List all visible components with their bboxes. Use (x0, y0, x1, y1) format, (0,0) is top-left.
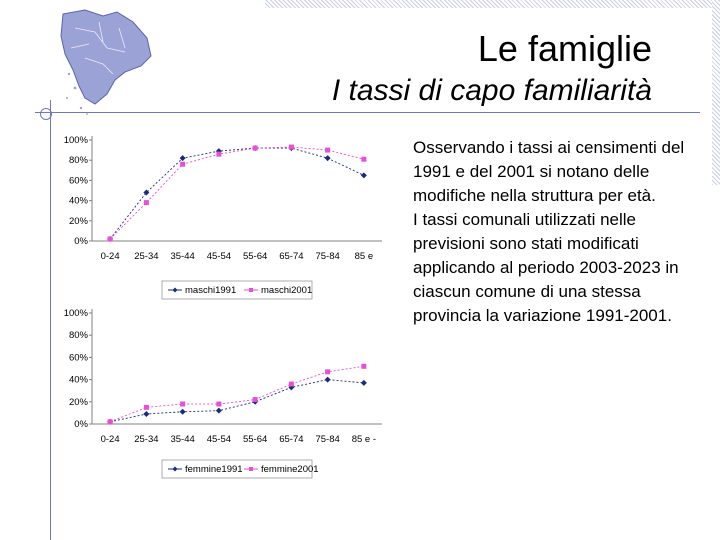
y-tick-label: 40% (69, 196, 89, 207)
page-subtitle: I tassi di capo familiarità (331, 74, 652, 107)
x-tick-label: 0-24 (101, 434, 120, 445)
y-tick-label: 20% (69, 397, 89, 408)
x-tick-label: 25-34 (134, 434, 158, 445)
data-point-femmine2001 (180, 401, 186, 407)
x-tick-label: 75-84 (315, 251, 339, 262)
legend-label: femmine2001 (261, 464, 319, 475)
x-tick-label: 35-44 (170, 434, 194, 445)
x-tick-label: 65-74 (279, 434, 303, 445)
data-point-maschi1991 (324, 155, 331, 162)
chart-maschi: 0% 20% 40% 60% 80% 100% 0-24 25-34 35-44 45-54 55-… (62, 128, 384, 306)
x-tick-label: 55-64 (243, 251, 267, 262)
data-point-maschi2001 (107, 236, 113, 242)
body-text: Osservando i tassi ai censimenti del 199… (413, 136, 695, 328)
x-tick-label: 65-74 (279, 251, 303, 262)
legend-box (161, 459, 313, 479)
legend-marker (172, 466, 178, 472)
legend-box (161, 280, 313, 300)
data-point-femmine1991 (288, 384, 295, 391)
y-tick-label: 100% (64, 308, 89, 319)
legend-marker (249, 467, 253, 471)
data-point-maschi2001 (288, 144, 294, 150)
x-tick-label: 25-34 (134, 251, 158, 262)
data-point-maschi2001 (361, 156, 367, 162)
series-line-maschi1991 (109, 147, 365, 240)
data-point-maschi2001 (143, 200, 149, 206)
legend-label: femmine1991 (185, 464, 243, 475)
y-tick-label: 20% (69, 216, 89, 227)
data-point-femmine2001 (143, 404, 149, 410)
data-point-femmine1991 (215, 407, 222, 414)
tuscany-map-image (60, 9, 152, 115)
divider-horizontal (35, 112, 700, 113)
data-point-femmine2001 (107, 419, 113, 425)
y-tick-label: 60% (69, 175, 89, 186)
y-tick-label: 60% (69, 352, 89, 363)
data-point-femmine1991 (179, 408, 186, 415)
chart-femmine: 0% 20% 40% 60% 80% 100% 0-24 25-34 35-44 45-54 55-… (62, 305, 384, 480)
y-tick-label: 100% (64, 135, 89, 146)
series-line-maschi2001 (109, 146, 364, 240)
y-tick-label: 80% (69, 155, 89, 166)
data-point-femmine1991 (143, 411, 150, 418)
decorative-hatch-right (712, 0, 720, 185)
data-point-maschi1991 (179, 155, 186, 162)
x-tick-label: 85 e (355, 251, 374, 262)
data-point-femmine2001 (288, 381, 294, 387)
data-point-maschi1991 (360, 172, 367, 179)
data-point-maschi1991 (143, 189, 150, 196)
data-point-maschi2001 (252, 145, 258, 151)
series-line-femmine2001 (109, 365, 364, 423)
body-paragraph-1: Osservando i tassi ai censimenti del 199… (413, 138, 685, 205)
data-point-femmine2001 (361, 363, 367, 369)
chart-femmine-svg: 0% 20% 40% 60% 80% 100% 0-24 25-34 35-44 45-54 55-… (64, 308, 382, 479)
legend-label: maschi2001 (261, 285, 312, 296)
data-point-femmine2001 (252, 397, 258, 403)
data-point-maschi2001 (325, 147, 331, 153)
legend-marker (172, 287, 178, 293)
y-tick-label: 0% (74, 236, 88, 247)
x-tick-label: 75-84 (315, 434, 339, 445)
x-tick-label: 45-54 (207, 434, 231, 445)
crosshair-ornament (40, 108, 52, 120)
divider-vertical (50, 100, 51, 540)
data-point-femmine1991 (324, 376, 331, 383)
x-tick-label: 35-44 (170, 251, 194, 262)
legend-label: maschi1991 (185, 285, 236, 296)
data-point-maschi2001 (216, 151, 222, 157)
data-point-femmine2001 (325, 369, 331, 375)
page-title: Le famiglie (477, 28, 652, 69)
series-line-femmine1991 (110, 379, 364, 423)
y-tick-label: 40% (69, 375, 89, 386)
y-tick-label: 80% (69, 330, 89, 341)
data-point-maschi2001 (180, 161, 186, 167)
x-tick-label: 45-54 (207, 251, 231, 262)
x-tick-label: 55-64 (243, 434, 267, 445)
legend-marker (249, 288, 253, 292)
x-tick-label: 0-24 (101, 251, 120, 262)
body-paragraph-2: I tassi comunali utilizzati nelle previs… (413, 210, 679, 325)
data-point-femmine1991 (360, 379, 367, 386)
y-tick-label: 0% (74, 419, 88, 430)
x-tick-label: 85 e - (352, 434, 376, 445)
decorative-hatch-top (265, 0, 720, 8)
data-point-femmine2001 (216, 401, 222, 407)
chart-maschi-svg: 0% 20% 40% 60% 80% 100% 0-24 25-34 35-44 45-54 55-… (64, 135, 382, 300)
